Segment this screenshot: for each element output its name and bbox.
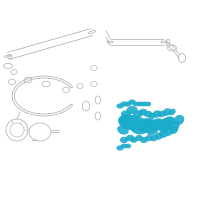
Ellipse shape	[135, 135, 143, 141]
Ellipse shape	[137, 102, 143, 106]
Ellipse shape	[116, 103, 124, 109]
Ellipse shape	[117, 125, 129, 135]
Ellipse shape	[144, 111, 152, 117]
Ellipse shape	[145, 102, 151, 106]
Ellipse shape	[138, 119, 162, 133]
Ellipse shape	[168, 121, 180, 131]
Ellipse shape	[146, 125, 158, 135]
Ellipse shape	[118, 115, 150, 131]
Ellipse shape	[163, 116, 175, 128]
Ellipse shape	[130, 137, 138, 143]
Ellipse shape	[158, 111, 166, 117]
Ellipse shape	[124, 101, 132, 107]
Ellipse shape	[121, 144, 127, 148]
Ellipse shape	[150, 135, 158, 141]
Ellipse shape	[155, 132, 163, 140]
Ellipse shape	[141, 102, 147, 106]
Ellipse shape	[118, 114, 140, 130]
Ellipse shape	[130, 122, 148, 134]
Ellipse shape	[165, 128, 173, 136]
Ellipse shape	[121, 110, 131, 118]
Ellipse shape	[139, 109, 147, 115]
Ellipse shape	[120, 101, 128, 107]
Ellipse shape	[139, 118, 155, 130]
Ellipse shape	[125, 144, 131, 148]
Ellipse shape	[116, 145, 124, 151]
Ellipse shape	[128, 99, 136, 105]
Ellipse shape	[145, 135, 153, 141]
Ellipse shape	[158, 117, 174, 131]
Ellipse shape	[133, 110, 143, 118]
Ellipse shape	[174, 115, 184, 125]
Ellipse shape	[160, 130, 168, 138]
Ellipse shape	[168, 109, 176, 115]
Ellipse shape	[126, 106, 138, 114]
Ellipse shape	[163, 108, 171, 116]
Ellipse shape	[126, 135, 134, 141]
Ellipse shape	[159, 123, 169, 133]
Ellipse shape	[120, 137, 128, 143]
Ellipse shape	[148, 113, 156, 119]
Ellipse shape	[133, 102, 139, 106]
Ellipse shape	[152, 118, 164, 130]
Ellipse shape	[170, 126, 178, 134]
Ellipse shape	[140, 137, 148, 143]
Ellipse shape	[153, 110, 161, 118]
